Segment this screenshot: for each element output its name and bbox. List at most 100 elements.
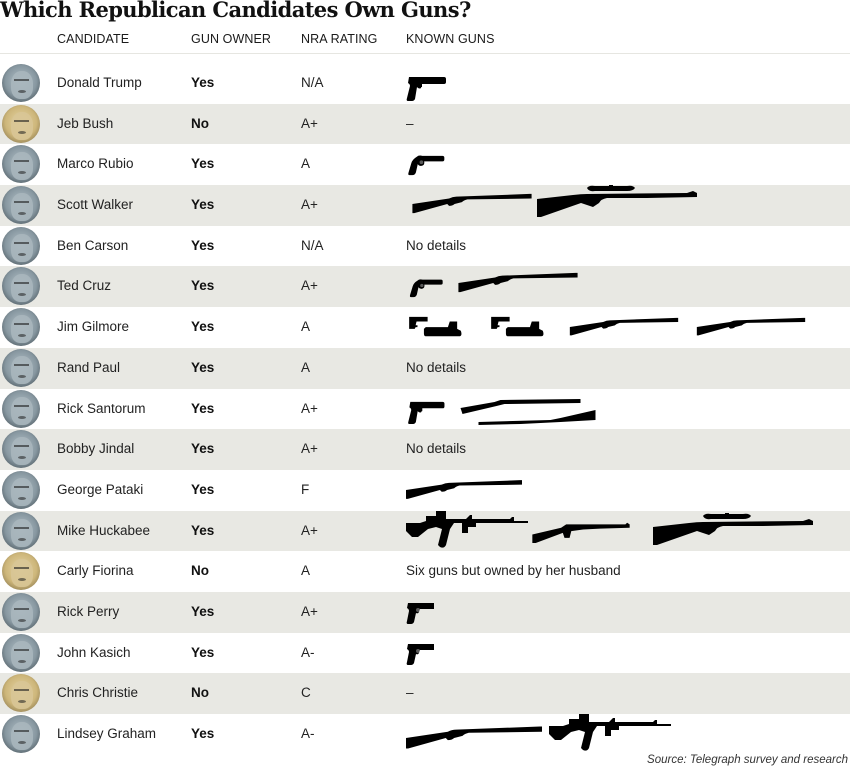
table-row: George Pataki Yes F: [0, 470, 850, 511]
nra-rating-value: A+: [301, 603, 318, 619]
candidate-name: Jeb Bush: [57, 115, 114, 131]
table-row: Carly Fiorina No A Six guns but owned by he…: [0, 551, 850, 592]
table-row: Rick Santorum Yes A+: [0, 389, 850, 430]
shotgun-icon: [406, 193, 538, 215]
nra-rating-value: A-: [301, 726, 315, 741]
table-row: Donald Trump Yes N/A: [0, 63, 850, 104]
nra-rating-value: A-: [301, 644, 315, 660]
table-row: Lindsey Graham Yes A-: [0, 714, 850, 755]
candidates-table: Donald Trump Yes N/A Jeb Bush No A+ – Marco Rub…: [0, 63, 850, 755]
column-header-known-guns: KNOWN GUNS: [406, 32, 495, 46]
pistol-pair-icon: [488, 316, 546, 340]
candidate-name: George Pataki: [57, 481, 144, 497]
candidate-name: Rick Perry: [57, 603, 120, 619]
known-guns-icons: [404, 307, 844, 347]
gun-owner-value: Yes: [191, 726, 215, 741]
avatar: [2, 64, 40, 102]
avatar: [2, 104, 40, 143]
gun-owner-value: No: [191, 563, 209, 579]
candidate-name: Scott Walker: [57, 197, 134, 213]
candidate-name: Lindsey Graham: [57, 726, 157, 741]
pistol-icon: [406, 400, 446, 424]
nra-rating-value: A+: [301, 278, 318, 294]
gun-owner-value: Yes: [191, 237, 215, 253]
nra-rating-value: A+: [301, 197, 318, 213]
candidate-name: Ted Cruz: [57, 278, 112, 294]
avatar: [2, 267, 40, 306]
face-icon: [11, 396, 33, 425]
assault-icon: [406, 511, 528, 553]
candidate-name: Chris Christie: [57, 685, 139, 701]
gun-owner-value: Yes: [191, 400, 215, 416]
shotgun-icon: [452, 272, 584, 294]
face-icon: [11, 518, 33, 547]
face-icon: [11, 477, 33, 506]
known-guns-icons: [404, 633, 844, 673]
pistol-icon: [406, 75, 446, 101]
known-guns-text: No details: [406, 359, 467, 375]
face-icon: [11, 437, 33, 466]
avatar: [2, 592, 40, 631]
face-icon: [11, 274, 33, 303]
face-icon: [11, 193, 33, 222]
table-row: Marco Rubio Yes A: [0, 144, 850, 185]
face-icon: [11, 315, 33, 344]
known-guns-text: No details: [406, 441, 467, 457]
gun-owner-value: Yes: [191, 197, 215, 213]
candidate-name: Rand Paul: [57, 359, 121, 375]
shotgun-icon: [406, 479, 522, 501]
avatar: [2, 226, 40, 265]
known-guns-icons: [404, 185, 844, 225]
gun-owner-value: Yes: [191, 278, 215, 294]
scoped-icon: [652, 513, 814, 545]
known-guns-text: –: [406, 685, 414, 701]
nra-rating-value: A: [301, 156, 311, 172]
avatar: [2, 674, 40, 713]
column-header-candidate: CANDIDATE: [57, 32, 130, 46]
gun-owner-value: Yes: [191, 319, 215, 335]
table-row: Rick Perry Yes A+: [0, 591, 850, 633]
revolver-icon: [406, 154, 446, 176]
tactical-icon: [524, 521, 638, 543]
face-icon: [11, 640, 33, 669]
candidate-name: Jim Gilmore: [57, 319, 130, 335]
pistol-pair-icon: [406, 316, 464, 340]
nra-rating-value: A+: [301, 441, 318, 457]
known-guns-text: No details: [406, 237, 467, 253]
face-icon: [11, 111, 33, 140]
revolver-icon: [406, 278, 446, 298]
compact-icon: [406, 602, 434, 624]
table-row: Jeb Bush No A+ –: [0, 103, 850, 145]
column-header-gun-owner: GUN OWNER: [191, 32, 272, 46]
table-row: Jim Gilmore Yes A: [0, 307, 850, 348]
candidate-name: Carly Fiorina: [57, 563, 134, 579]
gun-owner-value: Yes: [191, 441, 215, 457]
known-guns-icons: [404, 470, 844, 510]
page-title: Which Republican Candidates Own Guns?: [0, 0, 471, 22]
nra-rating-value: C: [301, 685, 311, 701]
nra-rating-value: N/A: [301, 75, 324, 90]
known-guns-text: –: [406, 115, 414, 131]
shotgun-icon: [693, 317, 809, 337]
scoped-icon: [536, 185, 698, 217]
table-row: Rand Paul Yes A No details: [0, 347, 850, 389]
gun-owner-value: No: [191, 115, 209, 131]
candidate-name: Bobby Jindal: [57, 441, 135, 457]
known-guns-icons: [404, 714, 844, 754]
gun-owner-value: Yes: [191, 644, 215, 660]
table-row: Chris Christie No C –: [0, 673, 850, 714]
face-icon: [11, 233, 33, 262]
table-row: Mike Huckabee Yes A+: [0, 510, 850, 552]
nra-rating-value: A: [301, 319, 311, 335]
known-guns-icons: [404, 511, 844, 551]
face-icon: [11, 722, 33, 750]
gun-owner-value: Yes: [191, 603, 215, 619]
source-note: Source: Telegraph survey and research: [647, 754, 848, 766]
avatar: [2, 186, 40, 225]
nra-rating-value: N/A: [301, 237, 324, 253]
compact-icon: [406, 643, 434, 665]
avatar: [2, 715, 40, 753]
candidate-name: Donald Trump: [57, 75, 142, 90]
face-icon: [11, 71, 33, 99]
gun-owner-value: Yes: [191, 75, 215, 90]
